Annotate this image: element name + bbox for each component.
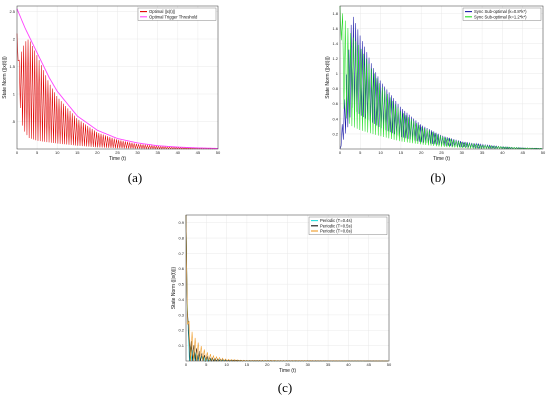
y-tick-label: 0.6 xyxy=(332,101,338,106)
series-line xyxy=(16,33,218,150)
y-axis-label: State Norm (||x(t)||) xyxy=(325,56,331,99)
plot-frame xyxy=(339,5,544,150)
legend-entry: Sync Sub-optimal (k=0.8*k*) xyxy=(474,9,527,14)
x-tick-label: 30 xyxy=(460,150,465,155)
x-tick-label: 10 xyxy=(378,150,383,155)
x-axis-label: Time (t) xyxy=(279,368,296,374)
legend: Periodic (T=0.4s)Periodic (T=0.5s)Period… xyxy=(308,216,388,235)
x-tick-label: 40 xyxy=(346,362,351,367)
legend-entry: Periodic (T=0.4s) xyxy=(320,218,353,223)
x-tick-label: 25 xyxy=(285,362,290,367)
y-tick-label: 0.8 xyxy=(178,235,184,240)
x-tick-label: 50 xyxy=(216,150,221,155)
subfigure-caption: (b) xyxy=(430,170,445,185)
legend-box xyxy=(462,7,542,21)
y-tick-label: 0.8 xyxy=(332,86,338,91)
x-tick-label: 0 xyxy=(16,150,19,155)
chart-panel-a: 0 5 10 15 20 25 30 35 40 45 50 .5 1 1.5 2 2.5 Time (t) St… xyxy=(2,5,221,185)
x-tick-label: 20 xyxy=(95,150,100,155)
series-line xyxy=(16,8,219,149)
x-tick-label: 0 xyxy=(339,150,342,155)
x-axis-label: Time (t) xyxy=(109,156,126,162)
legend-entry: Sync Sub-optimal (k=1.2*k*) xyxy=(474,14,527,19)
x-tick-label: 40 xyxy=(500,150,505,155)
y-tick-label: 0.4 xyxy=(178,297,184,302)
series-line xyxy=(339,5,542,150)
x-tick-label: 45 xyxy=(196,150,201,155)
y-tick-label: 2 xyxy=(13,36,16,41)
x-tick-label: 25 xyxy=(115,150,120,155)
y-tick-label: 2.5 xyxy=(9,9,15,14)
x-tick-label: 5 xyxy=(205,362,208,367)
x-tick-label: 10 xyxy=(224,362,229,367)
x-tick-label: 15 xyxy=(245,362,250,367)
legend: Sync Sub-optimal (k=0.8*k*)Sync Sub-opti… xyxy=(462,7,542,21)
y-tick-label: 0.7 xyxy=(178,251,184,256)
y-tick-label: 1 xyxy=(336,71,339,76)
y-tick-label: 0.3 xyxy=(178,312,184,317)
x-tick-label: 50 xyxy=(541,150,546,155)
x-tick-label: 35 xyxy=(480,150,485,155)
x-tick-label: 30 xyxy=(306,362,311,367)
x-tick-label: 25 xyxy=(439,150,444,155)
y-tick-label: 0.1 xyxy=(178,343,184,348)
x-tick-label: 20 xyxy=(419,150,424,155)
y-axis-label: State Norm (||x(t)||) xyxy=(171,266,177,309)
x-tick-label: 35 xyxy=(326,362,331,367)
y-axis-label: State Norm (||x(t)||) xyxy=(2,56,8,99)
plot-frame xyxy=(16,5,219,150)
x-tick-label: 15 xyxy=(75,150,80,155)
y-tick-label: 1.4 xyxy=(332,41,338,46)
y-tick-label: 1.5 xyxy=(9,64,15,69)
y-tick-label: 0.6 xyxy=(178,266,184,271)
x-tick-label: 35 xyxy=(155,150,160,155)
x-tick-label: 40 xyxy=(176,150,181,155)
y-tick-label: 0.2 xyxy=(332,131,338,136)
y-tick-label: 1.6 xyxy=(332,26,338,31)
y-tick-label: 1.8 xyxy=(332,11,338,16)
x-tick-label: 30 xyxy=(135,150,140,155)
y-tick-label: 0.4 xyxy=(332,116,338,121)
x-tick-label: 45 xyxy=(520,150,525,155)
legend: Optimal ||x(t)||Optimal Trigger Threshol… xyxy=(137,7,217,21)
x-tick-label: 15 xyxy=(399,150,404,155)
x-tick-label: 0 xyxy=(185,362,188,367)
subfigure-caption: (a) xyxy=(128,170,142,185)
chart-panel-c: 0 5 10 15 20 25 30 35 40 45 50 0.1 0.2 0.3 0.4 0.5 0.6 0.… xyxy=(171,214,392,395)
legend-entry: Optimal ||x(t)|| xyxy=(149,9,175,14)
chart-panel-b: 0 5 10 15 20 25 30 35 40 45 50 0.2 0.4 0.6 0.8 1 1.2 1.4 1… xyxy=(325,5,546,185)
x-tick-label: 5 xyxy=(36,150,39,155)
x-axis-label: Time (t) xyxy=(433,156,450,162)
legend-box xyxy=(137,7,217,21)
y-tick-label: 1.2 xyxy=(332,56,338,61)
x-tick-label: 45 xyxy=(366,362,371,367)
legend-entry: Optimal Trigger Threshold xyxy=(149,14,198,19)
x-tick-label: 10 xyxy=(55,150,60,155)
y-tick-label: 0.5 xyxy=(178,282,184,287)
x-tick-label: 5 xyxy=(359,150,362,155)
plot-frame xyxy=(185,214,390,362)
legend-box xyxy=(308,216,388,235)
legend-entry: Periodic (T=0.6s) xyxy=(320,229,353,234)
subfigure-caption: (c) xyxy=(278,380,292,395)
y-tick-label: 1 xyxy=(13,91,16,96)
x-tick-label: 20 xyxy=(265,362,270,367)
y-tick-label: 0.2 xyxy=(178,328,184,333)
y-tick-label: 0.9 xyxy=(178,220,184,225)
x-tick-label: 50 xyxy=(387,362,392,367)
legend-entry: Periodic (T=0.5s) xyxy=(320,223,353,228)
y-tick-label: .5 xyxy=(12,119,16,124)
